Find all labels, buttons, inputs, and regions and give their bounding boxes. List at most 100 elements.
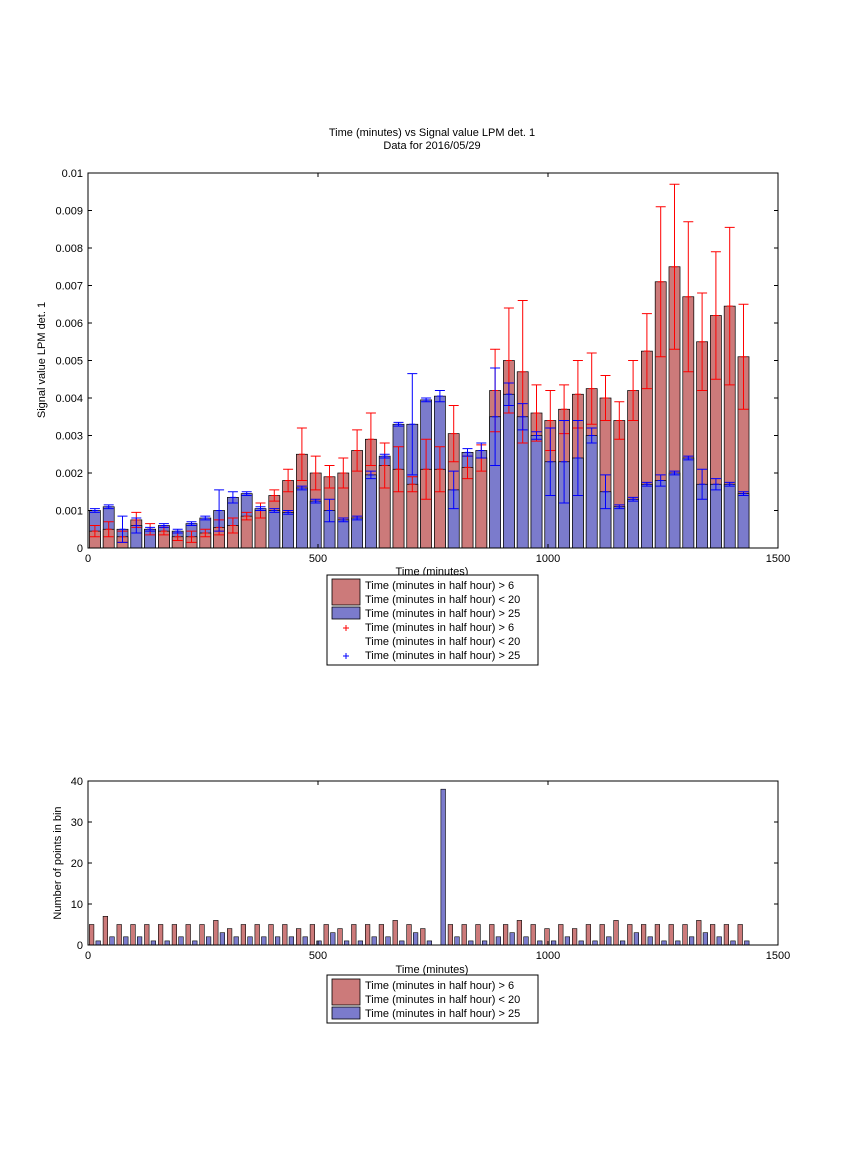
legend-label: Time (minutes in half hour) > 6 <box>365 580 514 592</box>
x-tick-label: 0 <box>85 950 91 962</box>
bar-blue-series <box>337 519 350 549</box>
count-bar-red-series <box>254 924 260 946</box>
count-bar-blue-series <box>95 940 101 946</box>
legend-label: Time (minutes in half hour) > 6 <box>365 980 514 992</box>
legend-label: Time (minutes in half hour) < 20 <box>365 594 520 606</box>
count-bar-blue-series <box>178 936 184 946</box>
bar-red-series <box>461 467 474 549</box>
count-bar-red-series <box>558 924 564 946</box>
count-bar-red-series <box>420 928 426 946</box>
count-bar-red-series <box>199 924 205 946</box>
y-axis-label: Signal value LPM det. 1 <box>36 302 48 418</box>
bar-blue-series <box>309 500 322 549</box>
x-tick-label: 500 <box>309 553 327 565</box>
x-axis-label: Time (minutes) <box>396 964 469 976</box>
x-tick-label: 0 <box>85 553 91 565</box>
count-bar-blue-series <box>399 940 405 946</box>
x-tick-label: 500 <box>309 950 327 962</box>
count-bar-blue-series <box>454 936 460 946</box>
count-bar-blue-series <box>495 936 502 946</box>
legend-swatch <box>331 978 361 1006</box>
count-bar-blue-series <box>537 940 543 946</box>
count-chart: Time (minutes) Number of points in bin 0… <box>52 776 790 976</box>
y-tick-label: 0.007 <box>55 281 83 293</box>
chart-title: Time (minutes) vs Signal value LPM det. … <box>329 127 535 139</box>
count-bar-red-series <box>544 928 550 946</box>
count-bar-blue-series <box>288 936 295 946</box>
axes: 0 500 1000 1500 0 0.001 0.002 0.003 0.004 0.005 0.… <box>55 168 790 565</box>
count-bar-blue-series <box>247 936 253 946</box>
count-bar-blue-series <box>123 936 129 946</box>
count-bar-blue-series <box>716 936 722 946</box>
legend-label: Time (minutes in half hour) > 6 <box>365 622 514 634</box>
count-bar-red-series <box>158 924 164 946</box>
y-axis-label: Number of points in bin <box>52 806 64 919</box>
count-bar-blue-series <box>150 940 157 946</box>
bar-red-series <box>240 515 253 549</box>
count-bar-red-series <box>640 924 647 946</box>
bar-blue-series <box>282 512 294 549</box>
bar-blue-series <box>627 498 639 549</box>
count-bar-red-series <box>213 920 219 946</box>
axes: 0 500 1000 1500 0 10 20 30 40 <box>71 776 790 962</box>
count-bar-red-series <box>364 924 371 946</box>
bar-blue-series <box>585 435 598 549</box>
count-bar-red-series <box>516 920 522 946</box>
count-bar-red-series <box>227 928 233 946</box>
count-bar-red-series <box>613 920 619 946</box>
bar-blue-series <box>530 435 543 549</box>
count-bar-red-series <box>406 924 412 946</box>
bars <box>89 266 750 549</box>
count-bar-blue-series <box>192 940 198 946</box>
count-bar-red-series <box>171 924 178 946</box>
count-bar-blue-series <box>412 932 419 946</box>
count-bar-blue-series <box>261 936 267 946</box>
legend-box <box>326 574 539 666</box>
count-bar-red-series <box>489 924 495 946</box>
count-bar-blue-series <box>316 940 322 946</box>
legend: Time (minutes in half hour) > 6 Time (min… <box>326 974 539 1024</box>
count-bar-blue-series <box>606 936 612 946</box>
signal-chart: Time (minutes) vs Signal value LPM det. … <box>36 127 790 578</box>
x-tick-label: 1000 <box>536 950 560 962</box>
bar-blue-series <box>654 480 667 549</box>
bar-blue-series <box>268 510 281 549</box>
count-bar-blue-series <box>592 940 598 946</box>
legend: Time (minutes in half hour) > 6 Time (min… <box>326 574 539 666</box>
y-tick-label: 0.009 <box>55 206 83 218</box>
count-bar-blue-series <box>371 936 377 946</box>
count-bar-blue-series <box>109 936 115 946</box>
count-bar-blue-series <box>675 940 681 946</box>
count-bar-red-series <box>571 928 578 946</box>
count-bar-red-series <box>116 924 122 946</box>
y-tick-label: 0.003 <box>55 431 83 443</box>
legend-swatch <box>331 606 361 620</box>
count-bar-red-series <box>282 924 288 946</box>
count-bar-red-series <box>654 924 660 946</box>
count-bar-red-series <box>627 924 633 946</box>
count-bar-blue-series <box>302 936 308 946</box>
count-bar-red-series <box>351 924 357 946</box>
y-tick-label: 0.001 <box>55 506 83 518</box>
bar-blue-series <box>737 493 750 549</box>
bar-red-series <box>406 483 419 549</box>
count-bar-blue-series <box>219 932 226 946</box>
count-bar-red-series <box>185 924 191 946</box>
bar-blue-series <box>723 483 736 549</box>
count-bar-red-series <box>144 924 150 946</box>
count-bar-blue-series <box>661 940 667 946</box>
count-bar-red-series <box>696 920 702 946</box>
plot-box <box>87 780 779 946</box>
count-bar-red-series <box>240 924 247 946</box>
count-bar-red-series <box>89 924 95 946</box>
bar-blue-series <box>668 472 681 549</box>
chart-subtitle: Data for 2016/05/29 <box>383 140 480 152</box>
count-bar-blue-series <box>523 936 529 946</box>
count-bar-red-series <box>392 920 398 946</box>
legend-swatch <box>331 578 361 606</box>
count-bar-red-series <box>130 924 136 946</box>
y-tick-label: 0.004 <box>55 393 83 405</box>
count-bar-blue-series <box>702 932 708 946</box>
count-bar-blue-series <box>330 932 336 946</box>
count-bar-blue-series <box>688 936 695 946</box>
